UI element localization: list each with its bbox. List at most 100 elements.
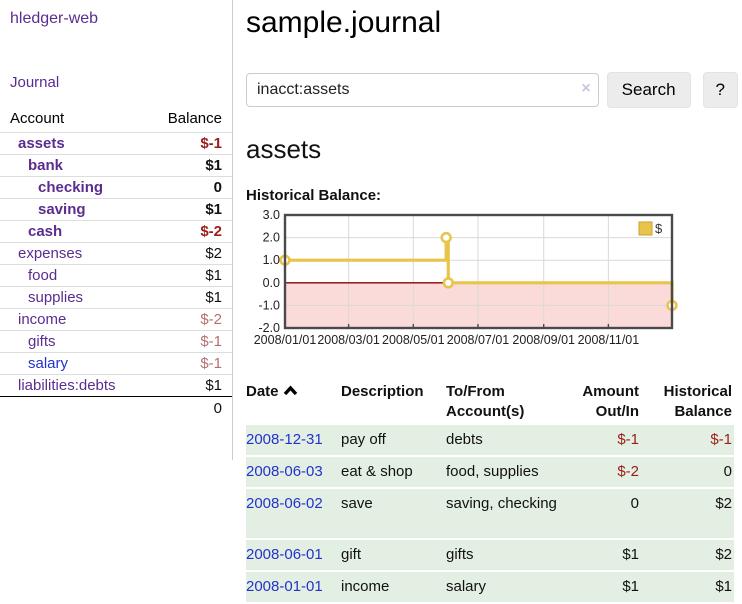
transaction-date-link[interactable]: 2008-06-01 (246, 546, 323, 563)
account-balance: $1 (141, 264, 232, 287)
transaction-balance: $2 (641, 488, 734, 540)
transaction-accounts: food, supplies (446, 456, 566, 489)
account-link-saving[interactable]: saving (38, 201, 86, 218)
transaction-balance: $-1 (641, 425, 734, 457)
account-balance: $2 (141, 242, 232, 265)
svg-text:$: $ (655, 221, 663, 236)
account-link-expenses[interactable]: expenses (18, 245, 83, 262)
page-title: sample.journal (246, 6, 442, 39)
account-link-checking[interactable]: checking (38, 179, 104, 196)
search-form: × Search ? (246, 72, 738, 108)
account-balance: $-2 (141, 308, 232, 331)
svg-text:2008/03/01: 2008/03/01 (317, 333, 380, 347)
transaction-amount: $-1 (566, 425, 641, 457)
transaction-date-link[interactable]: 2008-01-01 (246, 578, 323, 595)
account-row: salary $-1 (0, 352, 232, 375)
svg-text:1.0: 1.0 (263, 253, 280, 267)
account-link-income[interactable]: income (18, 311, 67, 328)
transaction-balance: 0 (641, 456, 734, 489)
sort-ascending-icon (283, 385, 297, 396)
transaction-accounts: salary (446, 571, 566, 604)
account-row: income $-2 (0, 308, 232, 331)
transaction-amount: $-2 (566, 456, 641, 489)
transaction-description: eat & shop (341, 456, 446, 489)
account-link-cash[interactable]: cash (28, 223, 63, 240)
accounts-table: Account Balance assets $-1 bank $1 checking 0… (0, 107, 232, 420)
svg-text:2008/01/01: 2008/01/01 (254, 333, 317, 347)
account-row: checking 0 (0, 176, 232, 199)
account-link-supplies[interactable]: supplies (28, 289, 84, 306)
account-row: assets $-1 (0, 132, 232, 155)
account-link-liabilities-debts[interactable]: liabilities:debts (18, 377, 116, 394)
register-header-date[interactable]: Date (246, 379, 341, 425)
account-title: assets (246, 134, 322, 164)
account-row: liabilities:debts $1 (0, 374, 232, 397)
account-balance: $1 (141, 286, 232, 309)
sidebar-item-journal[interactable]: Journal (10, 74, 60, 91)
chart-heading: Historical Balance: (246, 187, 382, 204)
register-table: Date Description To/From Account(s) Amou… (246, 379, 734, 604)
account-balance: 0 (141, 176, 232, 199)
accounts-total-value: 0 (0, 396, 232, 420)
account-row: saving $1 (0, 198, 232, 221)
svg-text:3.0: 3.0 (263, 210, 280, 222)
transaction-accounts: debts (446, 425, 566, 457)
accounts-column-header: Account (10, 110, 65, 127)
transaction-balance: $2 (641, 539, 734, 572)
svg-text:-1.0: -1.0 (258, 298, 280, 312)
search-input[interactable] (246, 73, 599, 107)
transaction-amount: $1 (566, 571, 641, 604)
transaction-date: 2008-06-01 (246, 539, 341, 572)
search-button[interactable]: Search (606, 72, 691, 108)
accounts-total-row: 0 (0, 396, 232, 420)
account-balance: $1 (141, 154, 232, 177)
register-header-description[interactable]: Description (341, 383, 424, 400)
account-link-assets[interactable]: assets (18, 135, 65, 152)
account-row: cash $-2 (0, 220, 232, 243)
account-row: bank $1 (0, 154, 232, 177)
account-balance: $1 (141, 198, 232, 221)
svg-text:2.0: 2.0 (263, 231, 280, 245)
transaction-accounts: gifts (446, 539, 566, 572)
transaction-date: 2008-06-03 (246, 456, 341, 489)
transaction-date-link[interactable]: 2008-06-03 (246, 463, 323, 480)
account-balance: $-1 (141, 352, 232, 375)
clear-search-icon[interactable]: × (581, 80, 591, 97)
transaction-description: income (341, 571, 446, 604)
transaction-description: pay off (341, 425, 446, 457)
table-row: 2008-06-01 gift gifts $1 $2 (246, 539, 734, 572)
table-row: 2008-01-01 income salary $1 $1 (246, 571, 734, 604)
transaction-accounts: saving, checking (446, 488, 566, 540)
sidebar: hledger-web Journal Account Balance asse… (0, 0, 233, 460)
table-row: 2008-06-02 save saving, checking 0 $2 (246, 488, 734, 540)
transaction-date: 2008-06-02 (246, 488, 341, 540)
historical-balance-chart: $3.0 2.0 1.0 0.0 -1.0 -2.0 2008/01/01 2008/03/0… (246, 208, 738, 365)
transaction-date-link[interactable]: 2008-12-31 (246, 431, 323, 448)
register-header-amount[interactable]: Amount Out/In (582, 383, 639, 420)
account-link-food[interactable]: food (28, 267, 58, 284)
svg-text:2008/09/01: 2008/09/01 (512, 333, 575, 347)
account-row: food $1 (0, 264, 232, 287)
help-button[interactable]: ? (702, 72, 738, 108)
transaction-date-link[interactable]: 2008-06-02 (246, 495, 323, 512)
transaction-balance: $1 (641, 571, 734, 604)
account-row: supplies $1 (0, 286, 232, 309)
main-content: sample.journal × Search ? assets Histori… (246, 0, 738, 604)
svg-text:2008/05/01: 2008/05/01 (382, 333, 445, 347)
account-link-salary[interactable]: salary (28, 355, 69, 372)
transaction-date: 2008-01-01 (246, 571, 341, 604)
brand-link[interactable]: hledger-web (10, 10, 99, 27)
table-row: 2008-06-03 eat & shop food, supplies $-2 0 (246, 456, 734, 489)
account-link-bank[interactable]: bank (28, 157, 64, 174)
transaction-amount: $1 (566, 539, 641, 572)
account-balance: $1 (141, 374, 232, 397)
svg-text:-2.0: -2.0 (258, 321, 280, 335)
account-link-gifts[interactable]: gifts (28, 333, 56, 350)
svg-text:2008/11/01: 2008/11/01 (578, 333, 640, 347)
account-balance: $-1 (141, 132, 232, 155)
account-row: gifts $-1 (0, 330, 232, 353)
transaction-description: save (341, 488, 446, 540)
register-header-accounts[interactable]: To/From Account(s) (446, 383, 525, 420)
register-header-balance[interactable]: Historical Balance (663, 383, 732, 420)
